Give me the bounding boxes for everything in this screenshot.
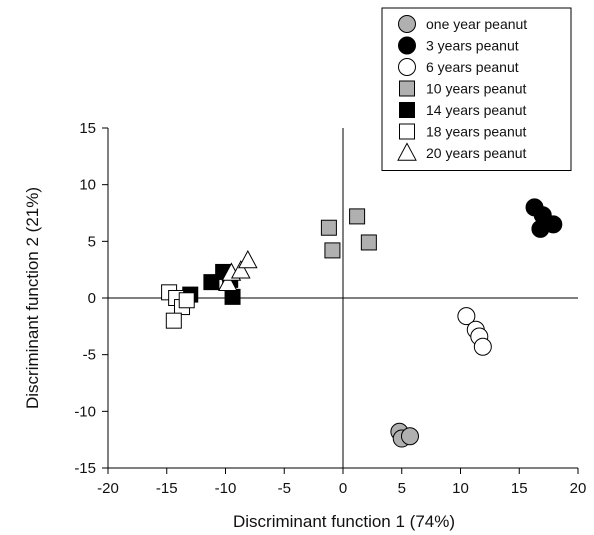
series-5 xyxy=(161,284,195,329)
data-point xyxy=(473,337,492,356)
legend-label: one year peanut xyxy=(426,16,527,32)
x-axis: -20 -15 -10 -5 0 5 10 15 20 xyxy=(97,468,586,497)
x-tick-label: 0 xyxy=(339,480,347,497)
data-point xyxy=(165,312,182,329)
data-point xyxy=(218,272,238,291)
data-point xyxy=(178,292,195,309)
legend-label: 3 years peanut xyxy=(426,38,519,54)
x-tick-label: 15 xyxy=(511,480,528,497)
legend-marker xyxy=(397,142,417,161)
data-point xyxy=(360,234,377,251)
x-tick-label: 20 xyxy=(570,480,587,497)
data-point xyxy=(224,288,241,305)
legend-label: 18 years peanut xyxy=(426,124,527,140)
y-tick-label: 10 xyxy=(79,177,96,194)
y-tick-label: 5 xyxy=(88,233,96,250)
data-points xyxy=(161,198,563,448)
data-point xyxy=(320,219,337,236)
x-tick-label: 10 xyxy=(452,480,469,497)
legend-marker xyxy=(398,36,416,55)
y-tick-label: 0 xyxy=(88,290,96,307)
x-tick-label: -10 xyxy=(215,480,237,497)
x-tick-label: -20 xyxy=(97,480,119,497)
legend: one year peanut 3 years peanut 6 years pea… xyxy=(381,7,572,171)
series-0 xyxy=(390,422,419,448)
x-tick-label: -5 xyxy=(278,480,291,497)
legend-marker xyxy=(399,102,415,118)
data-point xyxy=(400,427,419,446)
y-tick-label: -5 xyxy=(83,347,96,364)
data-point xyxy=(324,242,341,259)
legend-label: 6 years peanut xyxy=(426,59,519,75)
series-6 xyxy=(218,249,258,291)
data-point xyxy=(457,307,476,326)
data-point xyxy=(230,260,251,279)
legend-marker xyxy=(398,58,416,76)
series-1 xyxy=(525,198,563,238)
y-tick-label: -15 xyxy=(74,460,96,477)
y-axis: -15 -10 -5 0 5 10 15 xyxy=(74,120,108,477)
series-3 xyxy=(320,208,377,259)
legend-marker xyxy=(399,123,415,140)
x-axis-label: Discriminant function 1 (74%) xyxy=(233,512,455,531)
data-point xyxy=(237,249,258,269)
legend-marker xyxy=(399,80,415,97)
y-axis-label: Discriminant function 2 (21%) xyxy=(23,187,42,409)
legend-label: 20 years peanut xyxy=(426,145,527,161)
y-tick-label: -10 xyxy=(74,403,96,420)
y-tick-label: 15 xyxy=(79,120,96,137)
legend-label: 14 years peanut xyxy=(426,102,527,118)
data-point xyxy=(531,219,550,238)
x-tick-label: 5 xyxy=(398,480,406,497)
series-2 xyxy=(457,307,492,356)
legend-label: 10 years peanut xyxy=(426,81,527,97)
x-tick-label: -15 xyxy=(156,480,178,497)
data-point xyxy=(349,208,366,225)
legend-marker xyxy=(398,15,416,33)
